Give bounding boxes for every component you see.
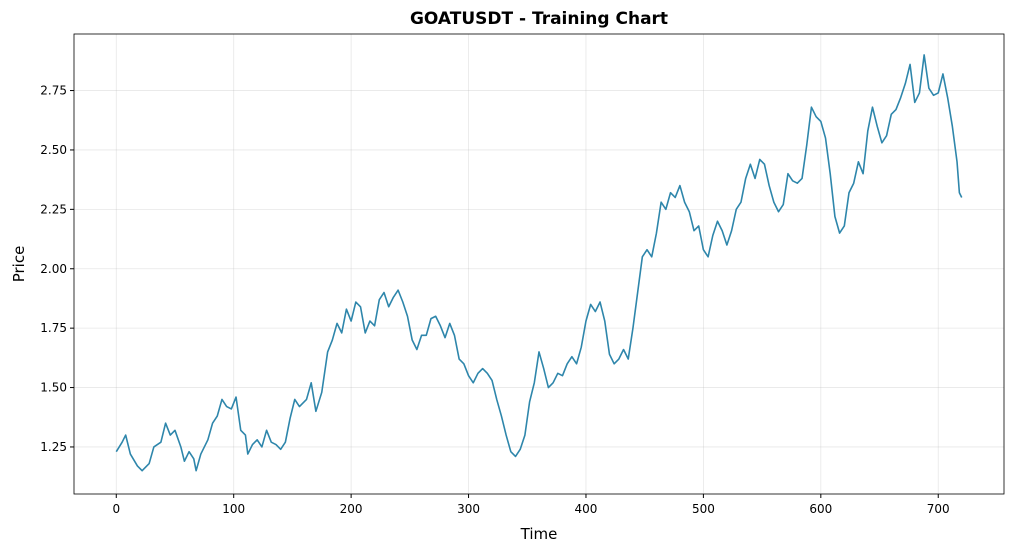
plot-frame: [73, 33, 1005, 495]
chart-title: GOATUSDT - Training Chart: [410, 9, 668, 29]
x-tick-label: 400: [575, 502, 598, 516]
y-tick-label: 2.75: [40, 84, 67, 98]
x-tick-label: 0: [112, 502, 120, 516]
x-tick-label: 200: [340, 502, 363, 516]
x-axis-label: Time: [520, 525, 558, 543]
y-tick-label: 1.25: [40, 440, 67, 454]
x-tick-label: 500: [692, 502, 715, 516]
x-tick-label: 600: [809, 502, 832, 516]
price-line: [115, 54, 963, 472]
x-tick-label: 100: [222, 502, 245, 516]
y-tick-label: 2.25: [40, 202, 67, 216]
x-tick-label: 700: [927, 502, 950, 516]
x-tick-label: 300: [457, 502, 480, 516]
y-tick-label: 2.50: [40, 143, 67, 157]
y-axis-label: Price: [10, 246, 28, 283]
y-tick-label: 2.00: [40, 262, 67, 276]
y-tick-label: 1.50: [40, 381, 67, 395]
y-tick-label: 1.75: [40, 321, 67, 335]
